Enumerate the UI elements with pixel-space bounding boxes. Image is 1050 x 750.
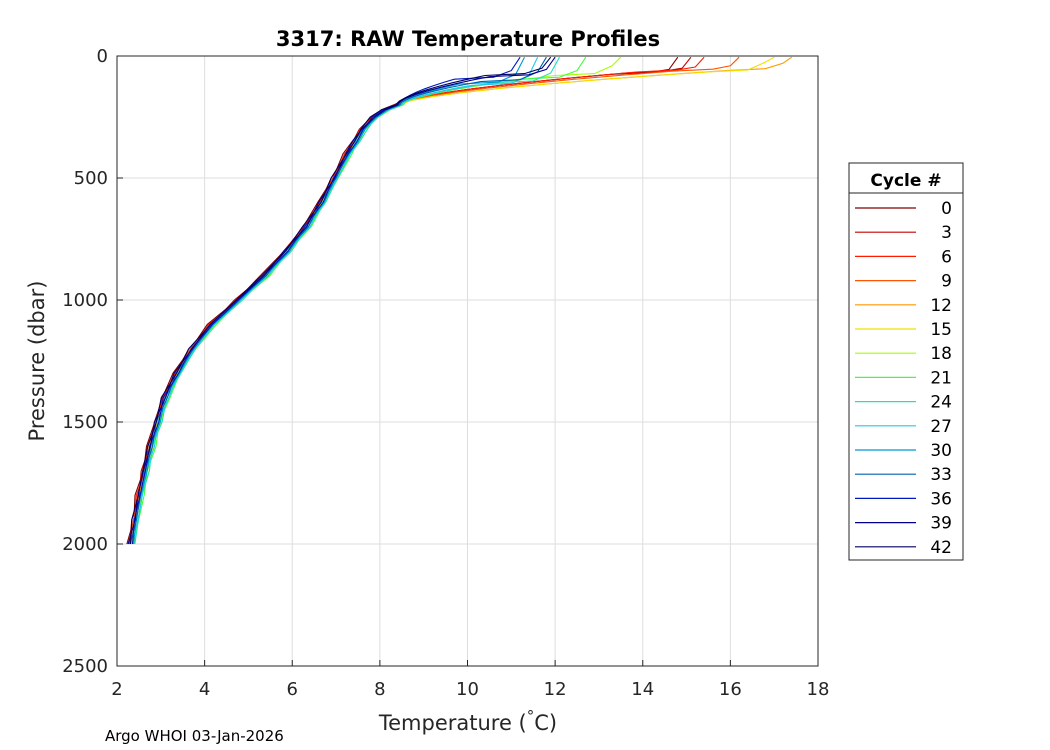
footer-credit: Argo WHOI 03-Jan-2026 xyxy=(105,727,284,745)
legend-label-15: 15 xyxy=(930,320,952,340)
legend-label-42: 42 xyxy=(930,538,952,558)
legend-label-33: 33 xyxy=(930,465,952,485)
y-tick-label-2500: 2500 xyxy=(62,656,108,677)
legend-label-36: 36 xyxy=(930,489,952,509)
profile-cycle-42 xyxy=(129,56,552,545)
x-tick-label-6: 6 xyxy=(287,679,298,700)
chart-title: 3317: RAW Temperature Profiles xyxy=(276,27,660,51)
legend-label-6: 6 xyxy=(941,247,952,267)
legend-label-27: 27 xyxy=(930,417,952,437)
legend-label-9: 9 xyxy=(941,272,952,292)
profile-cycle-36 xyxy=(131,56,521,545)
legend-label-39: 39 xyxy=(930,514,952,534)
y-tick-label-2000: 2000 xyxy=(62,534,108,555)
x-tick-label-8: 8 xyxy=(374,679,385,700)
temperature-profiles xyxy=(126,56,793,545)
profile-cycle-30 xyxy=(133,56,525,545)
y-tick-label-1500: 1500 xyxy=(62,412,108,433)
legend-label-21: 21 xyxy=(930,368,952,388)
legend-label-3: 3 xyxy=(941,223,952,243)
legend-title: Cycle # xyxy=(870,171,941,191)
legend-label-30: 30 xyxy=(930,441,952,461)
x-axis-ticks: 2 4 6 8 10 12 14 16 18 xyxy=(111,660,829,700)
legend-label-12: 12 xyxy=(930,296,952,316)
legend-label-18: 18 xyxy=(930,344,952,364)
y-tick-label-500: 500 xyxy=(74,168,108,189)
legend-label-24: 24 xyxy=(930,393,952,413)
x-axis-label: Temperature (°C) xyxy=(378,707,557,735)
x-tick-label-2: 2 xyxy=(111,679,122,700)
x-tick-label-12: 12 xyxy=(544,679,567,700)
y-tick-label-0: 0 xyxy=(97,46,108,67)
y-tick-label-1000: 1000 xyxy=(62,290,108,311)
x-tick-label-14: 14 xyxy=(631,679,654,700)
x-tick-label-4: 4 xyxy=(199,679,210,700)
x-tick-label-18: 18 xyxy=(807,679,830,700)
x-tick-label-16: 16 xyxy=(719,679,742,700)
legend-label-0: 0 xyxy=(941,199,952,219)
legend-box xyxy=(848,162,964,561)
x-tick-label-10: 10 xyxy=(456,679,479,700)
y-axis-label: Pressure (dbar) xyxy=(25,281,49,442)
y-axis-ticks: 0 500 1000 1500 2000 2500 xyxy=(62,46,123,677)
